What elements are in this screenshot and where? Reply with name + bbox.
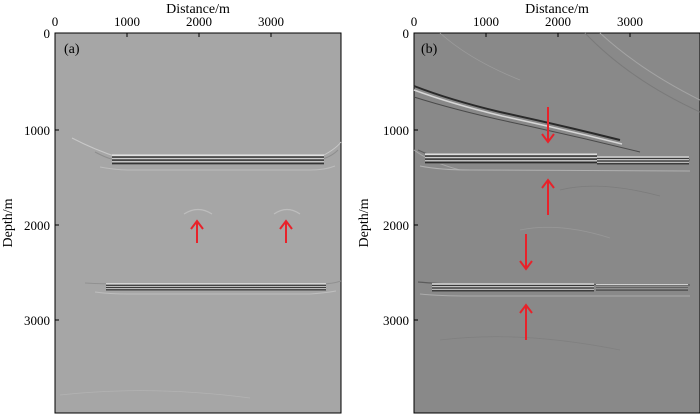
panel-b-arrow-down-1 [541,107,555,144]
panel-b-label: (b) [421,42,438,57]
panel-b-ytick-2000: 2000 [383,218,409,233]
panel-b-reflector-2-left [432,283,594,292]
panel-b-reflector-2-lower-tail [419,293,690,297]
panel-b-background [413,32,700,414]
panel-b-artifact-1b [413,89,623,145]
panel-b-ylabel: Depth/m [357,198,372,247]
panel-a-ytick-0: 0 [44,26,51,41]
panel-b-reflector-1-lower-tail [419,165,691,172]
panel-a-diffraction-point-1 [183,208,213,215]
panel-a-xtick-2000: 2000 [186,14,212,29]
panel-a: (a) 0 1000 2000 3000 Distance/m 0 1000 2… [1,2,342,414]
panel-a-x-ticks [54,33,272,37]
panel-b-arrow-up-1 [541,178,555,215]
panel-b-xtick-0: 0 [411,14,418,29]
panel-b-ytick-0: 0 [403,26,410,41]
panel-b-artifact-3 [599,32,700,101]
panel-a-reflector-1 [112,154,324,165]
panel-b-xtick-3000: 3000 [617,14,643,29]
panel-a-ylabel: Depth/m [1,198,16,247]
panel-b: (b) 0 1000 2000 3000 Distance/m 0 1000 2… [357,2,700,414]
panel-a-faint-arc [59,390,251,399]
panel-b-artifact-5 [439,32,521,81]
panel-a-xlabel: Distance/m [166,2,230,17]
panel-b-ytick-3000: 3000 [383,313,409,328]
panel-b-artifact-1 [413,85,621,141]
panel-b-reflector-2-right [596,284,688,291]
panel-b-artifact-4 [584,32,700,113]
panel-a-xtick-1000: 1000 [114,14,140,29]
panel-b-arrow-down-2 [519,234,533,271]
panel-b-y-ticks [414,32,418,321]
panel-b-xtick-2000: 2000 [545,14,571,29]
panel-b-xlabel: Distance/m [525,2,589,17]
panel-b-ytick-1000: 1000 [383,123,409,138]
panel-b-artifact-7 [559,185,661,197]
panel-b-artifact-2 [413,96,641,153]
panel-a-y-ticks [55,32,59,321]
panel-a-arrow-up-2 [279,219,293,243]
panel-a-arrow-up-1 [190,219,204,243]
panel-a-ytick-1000: 1000 [24,123,50,138]
panel-b-reflector-1-left [425,153,597,164]
panel-b-reflector-1-right [597,156,689,165]
panel-a-ytick-3000: 3000 [24,313,50,328]
panel-b-arrow-up-2 [519,303,533,340]
panel-a-label: (a) [64,42,80,57]
panel-a-reflector-2 [106,283,326,291]
panel-a-xtick-3000: 3000 [258,14,284,29]
panel-b-x-ticks [413,33,631,37]
panel-a-ytick-2000: 2000 [24,218,50,233]
panel-b-xtick-1000: 1000 [473,14,499,29]
panel-a-reflector-1-lower-tail [99,165,336,171]
panel-a-reflector-2-lower-tail [94,290,337,295]
panel-a-xtick-0: 0 [52,14,59,29]
panel-b-artifact-8 [519,226,611,239]
panel-a-diffraction-point-2 [273,208,301,215]
